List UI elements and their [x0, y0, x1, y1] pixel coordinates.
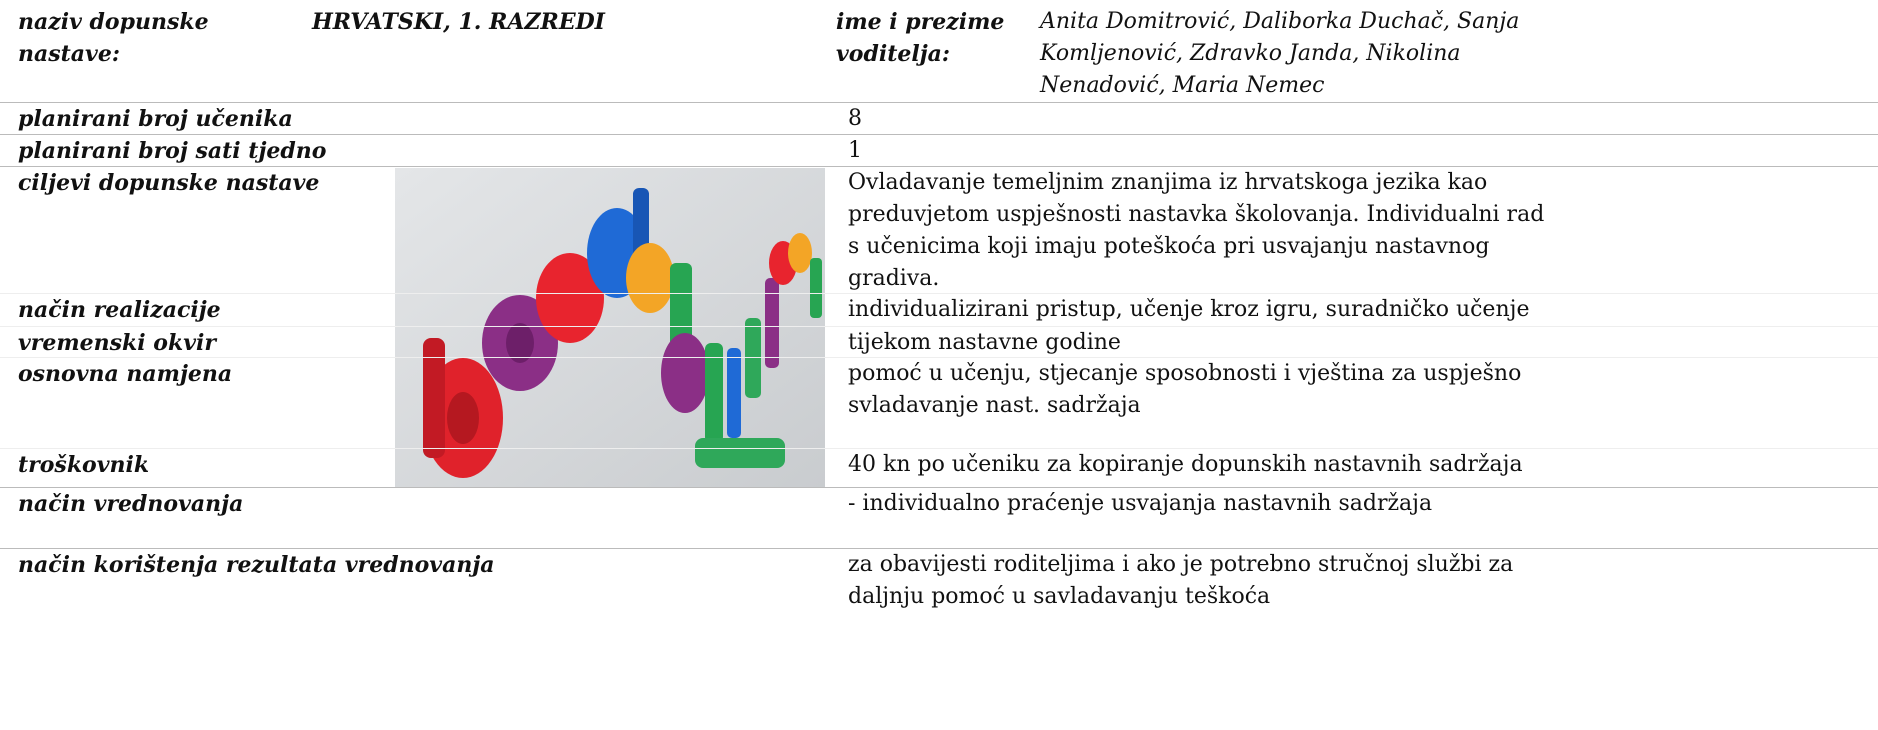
leader: Anita Domitrović, Daliborka Duchač, Sanj…: [1040, 9, 1520, 98]
row-line: [0, 293, 1878, 294]
title: HRVATSKI, 1. RAZREDI: [312, 9, 605, 35]
row-label: način vrednovanja: [18, 491, 244, 517]
leader-label: ime i prezime voditelja:: [836, 9, 1005, 67]
row-value: 40 kn po učeniku za kopiranje dopunskih …: [848, 452, 1523, 477]
row-line: [0, 166, 1878, 167]
row-label: osnovna namjena: [18, 361, 233, 387]
row-label: način realizacije: [18, 297, 221, 323]
row-label: troškovnik: [18, 452, 150, 478]
row-line: [0, 357, 1878, 358]
row-line: [0, 102, 1878, 103]
row-value: tijekom nastavne godine: [848, 330, 1121, 355]
row-value: Ovladavanje temeljnim znanjima iz hrvats…: [848, 170, 1545, 291]
row-value: za obavijesti roditeljima i ako je potre…: [848, 552, 1514, 609]
row-value: individualizirani pristup, učenje kroz i…: [848, 297, 1530, 322]
title-label: naziv dopunske nastave:: [18, 9, 209, 67]
row-label: planirani broj učenika: [18, 106, 293, 132]
row-line: [0, 448, 1878, 449]
row-line: [0, 134, 1878, 135]
row-label: ciljevi dopunske nastave: [18, 170, 320, 196]
row-label: način korištenja rezultata vrednovanja: [18, 552, 495, 578]
alphabet-photo: [395, 168, 825, 487]
row-line: [0, 326, 1878, 327]
row-value: - individualno praćenje usvajanja nastav…: [848, 491, 1433, 516]
row-label: planirani broj sati tjedno: [18, 138, 327, 164]
row-label: vremenski okvir: [18, 330, 216, 356]
row-value: 8: [848, 106, 862, 131]
row-line: [0, 548, 1878, 549]
row-value: 1: [848, 138, 862, 163]
row-value: pomoć u učenju, stjecanje sposobnosti i …: [848, 361, 1522, 418]
row-line: [0, 487, 1878, 488]
